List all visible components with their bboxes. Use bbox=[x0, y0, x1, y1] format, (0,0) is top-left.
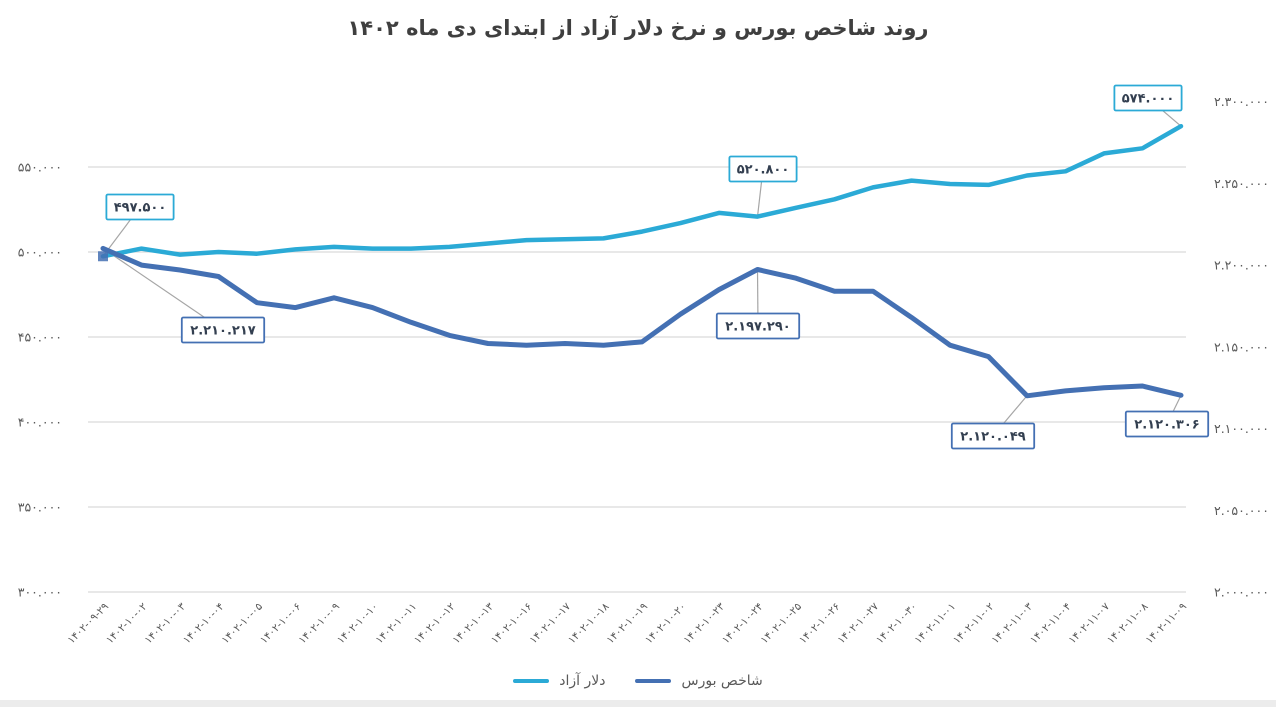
right-axis-tick: ۲.۲۰۰.۰۰۰ bbox=[1214, 258, 1269, 273]
right-axis-tick: ۲.۲۵۰.۰۰۰ bbox=[1214, 176, 1269, 191]
right-axis-tick: ۲.۱۵۰.۰۰۰ bbox=[1214, 339, 1269, 354]
right-axis-tick: ۲.۰۵۰.۰۰۰ bbox=[1214, 503, 1269, 518]
callout-dollar-28: ۵۷۴.۰۰۰ bbox=[1113, 84, 1183, 112]
svg-text:۵۲۰.۸۰۰: ۵۲۰.۸۰۰ bbox=[737, 163, 790, 178]
bottom-divider bbox=[0, 700, 1276, 707]
left-axis-tick: ۳۰۰.۰۰۰ bbox=[18, 585, 62, 600]
right-axis-tick: ۲.۱۰۰.۰۰۰ bbox=[1214, 421, 1269, 436]
left-axis-tick: ۵۵۰.۰۰۰ bbox=[18, 160, 62, 175]
svg-text:۲.۱۹۷.۲۹۰: ۲.۱۹۷.۲۹۰ bbox=[725, 320, 790, 335]
callout-index-28: ۲.۱۲۰.۳۰۶ bbox=[1124, 410, 1210, 438]
series-line-dollar bbox=[100, 123, 1184, 259]
svg-text:۲.۱۲۰.۳۰۶: ۲.۱۲۰.۳۰۶ bbox=[1134, 418, 1199, 433]
callout-index-17: ۲.۱۹۷.۲۹۰ bbox=[715, 312, 801, 340]
legend-item-dollar: دلار آزاد bbox=[513, 673, 605, 689]
left-axis-tick: ۴۵۰.۰۰۰ bbox=[18, 330, 62, 345]
legend-item-index: شاخص بورس bbox=[635, 673, 763, 689]
legend-label-dollar: دلار آزاد bbox=[559, 673, 606, 689]
callout-dollar-0: ۴۹۷.۵۰۰ bbox=[105, 193, 175, 221]
dollar-line-swatch-icon bbox=[513, 679, 550, 683]
left-axis-tick: ۴۰۰.۰۰۰ bbox=[18, 415, 62, 430]
left-axis-tick: ۳۵۰.۰۰۰ bbox=[18, 500, 62, 515]
index-line-swatch-icon bbox=[635, 679, 672, 683]
left-axis-tick: ۵۰۰.۰۰۰ bbox=[18, 245, 62, 260]
legend-label-index: شاخص بورس bbox=[681, 673, 763, 689]
svg-text:۴۹۷.۵۰۰: ۴۹۷.۵۰۰ bbox=[114, 201, 167, 216]
data-callouts: ۴۹۷.۵۰۰ ۲.۲۱۰.۲۱۷ ۵۲۰.۸۰۰ ۲.۱۹۷.۲۹۰ ۲.۱۲۰.۰۴… bbox=[105, 84, 1210, 450]
series-line-index bbox=[100, 245, 1184, 399]
start-point-marker bbox=[98, 251, 108, 262]
gridlines bbox=[88, 166, 1186, 593]
right-axis-tick: ۲.۰۰۰.۰۰۰ bbox=[1214, 585, 1269, 600]
left-axis-tick-labels: ۵۵۰.۰۰۰ ۵۰۰.۰۰۰ ۴۵۰.۰۰۰ ۴۰۰.۰۰۰ ۳۵۰.۰۰۰ ۳۰۰.۰… bbox=[18, 160, 62, 600]
x-axis-tick-labels: ۱۴۰۲-۰۹-۲۹۱۴۰۲-۱۰-۰۲۱۴۰۲-۱۰-۰۳۱۴۰۲-۱۰-۰۴… bbox=[65, 600, 1189, 646]
legend: دلار آزاد شاخص بورس bbox=[0, 673, 1276, 689]
svg-text:۵۷۴.۰۰۰: ۵۷۴.۰۰۰ bbox=[1122, 92, 1175, 107]
right-axis-tick: ۲.۳۰۰.۰۰۰ bbox=[1214, 94, 1269, 109]
callout-index-24: ۲.۱۲۰.۰۴۹ bbox=[950, 422, 1036, 450]
svg-text:۲.۱۲۰.۰۴۹: ۲.۱۲۰.۰۴۹ bbox=[960, 430, 1025, 445]
line-chart-canvas: ۵۵۰.۰۰۰ ۵۰۰.۰۰۰ ۴۵۰.۰۰۰ ۴۰۰.۰۰۰ ۳۵۰.۰۰۰ ۳۰۰.۰… bbox=[18, 84, 1269, 646]
callout-index-0: ۲.۲۱۰.۲۱۷ bbox=[180, 316, 266, 344]
x-axis-tick: ۱۴۰۲-۱۱-۰۹ bbox=[1143, 600, 1189, 646]
callout-dollar-17: ۵۲۰.۸۰۰ bbox=[728, 155, 798, 183]
chart-title: روند شاخص بورس و نرخ دلار آزاد از ابتدای… bbox=[347, 16, 929, 40]
svg-text:۲.۲۱۰.۲۱۷: ۲.۲۱۰.۲۱۷ bbox=[190, 324, 255, 339]
right-axis-tick-labels: ۲.۳۰۰.۰۰۰ ۲.۲۵۰.۰۰۰ ۲.۲۰۰.۰۰۰ ۲.۱۵۰.۰۰۰ ۲.۱۰… bbox=[1214, 94, 1269, 599]
